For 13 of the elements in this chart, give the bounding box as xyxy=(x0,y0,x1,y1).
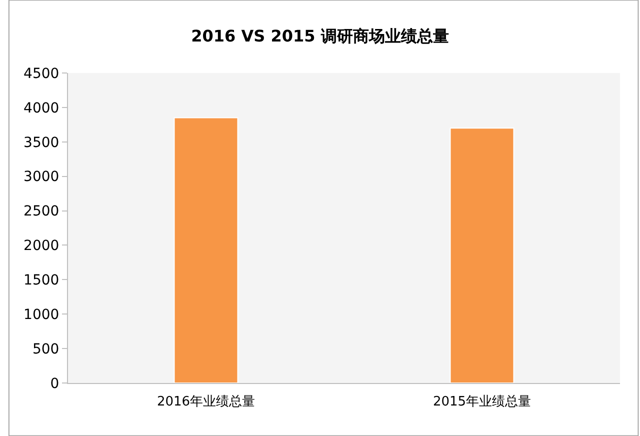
y-tick-label: 3000 xyxy=(24,169,60,186)
y-tick-label: 2500 xyxy=(24,204,60,220)
y-tick-label: 1500 xyxy=(24,272,60,289)
y-tick-label: 4500 xyxy=(24,66,60,82)
y-tick-label: 3500 xyxy=(24,134,60,151)
y-tick-label: 1000 xyxy=(24,307,60,324)
y-tick-label: 4000 xyxy=(24,100,60,116)
x-tick-label: 2016年业绩总量 xyxy=(156,394,256,410)
chart-title: 2016 VS 2015 调研商场业绩总量 xyxy=(191,26,449,46)
y-tick-label: 0 xyxy=(50,376,60,392)
y-tick-label: 500 xyxy=(32,341,60,358)
y-tick-label: 2000 xyxy=(24,238,60,254)
x-tick-label: 2015年业绩总量 xyxy=(432,394,532,410)
